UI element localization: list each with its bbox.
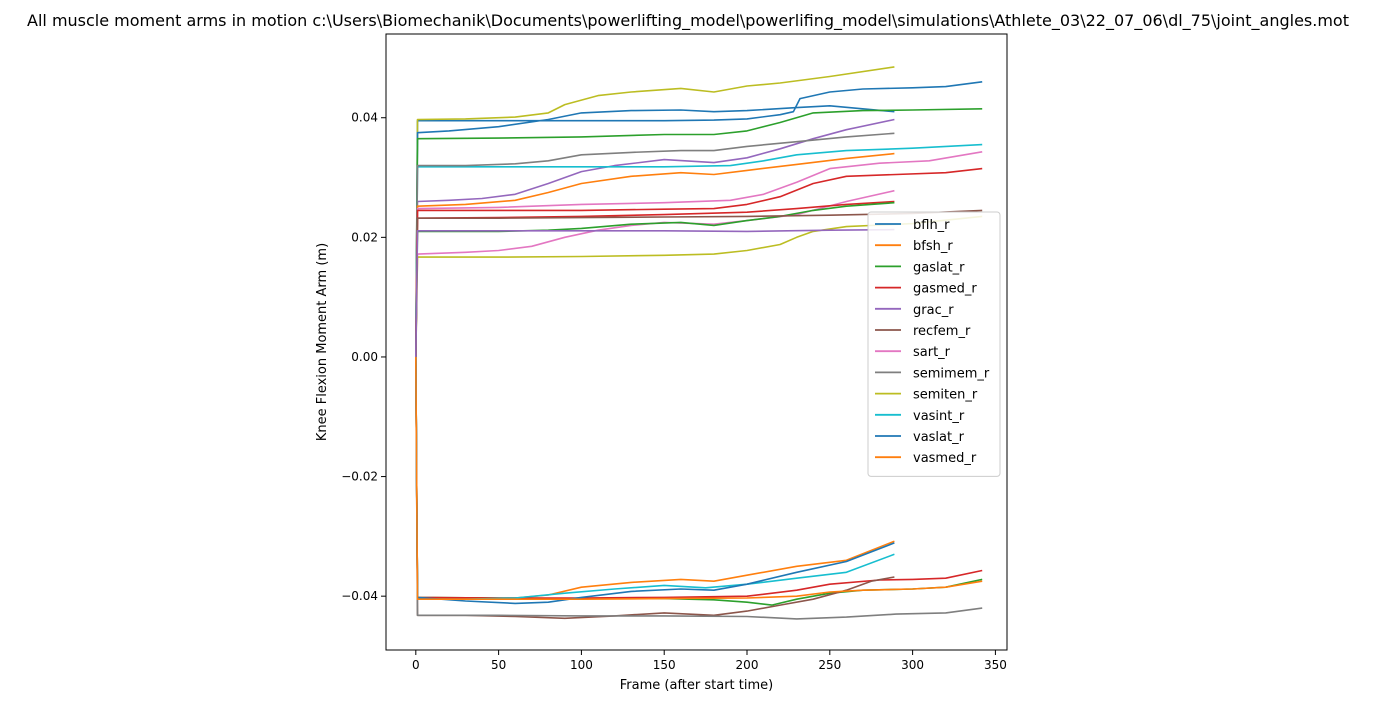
series-line-unlabeled-12: [415, 66, 895, 358]
legend-label-bflh_r: bflh_r: [913, 218, 950, 233]
legend-label-semiten_r: semiten_r: [913, 388, 978, 403]
legend-frame: [867, 211, 1001, 477]
series-line-unlabeled-13: [415, 105, 895, 358]
x-tick-label: 300: [901, 658, 924, 672]
series-line-recfem_r: [415, 356, 895, 620]
y-axis-label: Knee Flexion Moment Arm (m): [315, 243, 330, 441]
legend-label-semimem_r: semimem_r: [913, 366, 990, 381]
series-line-unlabeled-14: [415, 108, 983, 358]
x-tick-label: 0: [412, 658, 420, 672]
legend-label-grac_r: grac_r: [913, 303, 954, 318]
series-line-grac_r: [415, 118, 895, 358]
series-line-unlabeled-21: [415, 201, 895, 358]
series-line-unlabeled-18: [415, 151, 983, 358]
series-line-bflh_r: [415, 81, 983, 358]
y-tick-label: −0.02: [341, 470, 378, 484]
x-tick-label: 100: [570, 658, 593, 672]
series-line-vaslat_r: [415, 356, 895, 605]
x-tick-label: 250: [818, 658, 841, 672]
x-tick-label: 50: [491, 658, 506, 672]
y-tick-label: 0.00: [351, 350, 378, 364]
legend: bflh_r bfsh_r gaslat_r gasmed_r grac_rrecfem…: [867, 211, 1001, 477]
series-line-unlabeled-23: [415, 228, 895, 358]
series-line-unlabeled-16: [415, 132, 895, 358]
series-line-bfsh_r: [415, 356, 895, 600]
y-tick-label: 0.04: [351, 111, 378, 125]
y-tick-label: 0.02: [351, 230, 378, 244]
chart-title: All muscle moment arms in motion c:\User…: [27, 11, 1349, 31]
x-tick-label: 200: [736, 658, 759, 672]
legend-label-recfem_r: recfem_r: [913, 324, 971, 339]
legend-label-sart_r: sart_r: [913, 345, 951, 360]
series-line-gasmed_r: [415, 356, 983, 599]
series-line-unlabeled-15: [415, 143, 983, 358]
x-tick-label: 150: [653, 658, 676, 672]
legend-label-vasmed_r: vasmed_r: [913, 451, 977, 466]
series-line-unlabeled-19: [415, 167, 983, 358]
y-tick-label: −0.04: [341, 589, 378, 603]
plot-frame: [385, 33, 1008, 651]
series-line-unlabeled-20: [415, 200, 895, 358]
legend-label-gaslat_r: gaslat_r: [913, 260, 965, 275]
legend-label-bfsh_r: bfsh_r: [913, 239, 953, 254]
y-axis: −0.04 −0.02 0.00 0.02 0.04: [341, 111, 386, 603]
legend-label-vasint_r: vasint_r: [913, 409, 965, 424]
series-line-unlabeled-17: [415, 152, 895, 358]
legend-label-gasmed_r: gasmed_r: [913, 282, 977, 297]
series-line-vasmed_r: [415, 356, 983, 600]
series-line-semiten_r: [415, 215, 983, 358]
legend-label-vaslat_r: vaslat_r: [913, 430, 965, 445]
x-axis-label: Frame (after start time): [620, 678, 773, 693]
x-tick-label: 350: [984, 658, 1007, 672]
series-line-semimem_r: [415, 356, 983, 620]
x-axis: 0 50 100 150 200 250 300 350: [412, 650, 1007, 672]
